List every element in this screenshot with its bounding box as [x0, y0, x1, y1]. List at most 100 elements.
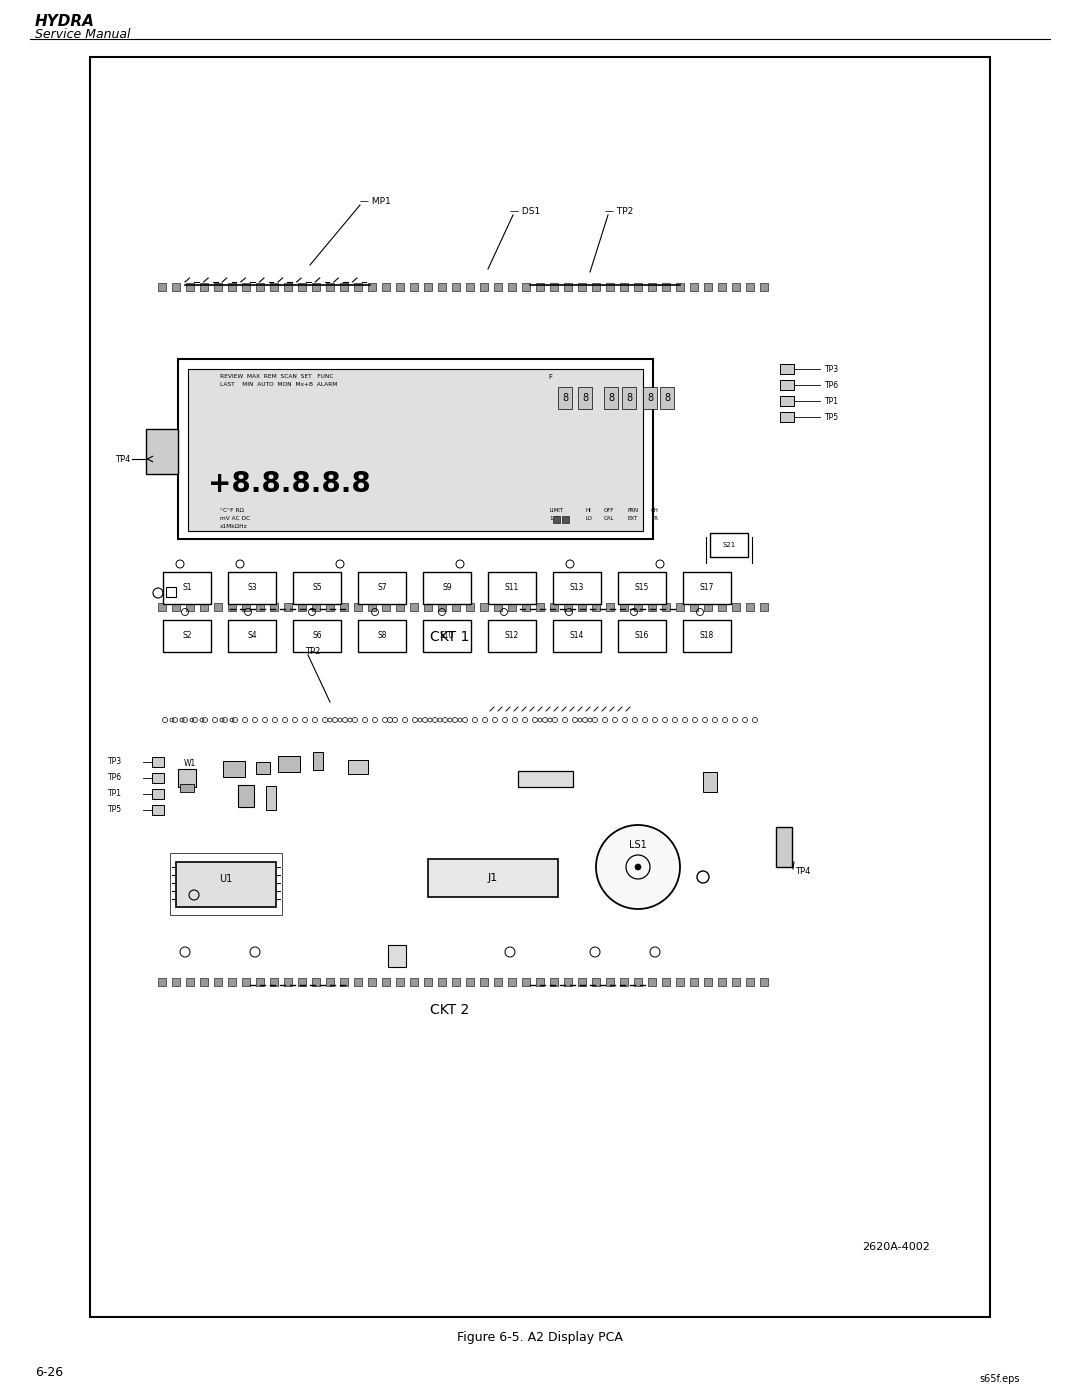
- Bar: [368, 604, 376, 610]
- Text: — DS1: — DS1: [510, 208, 540, 217]
- Bar: [214, 604, 222, 610]
- Bar: [465, 284, 474, 291]
- Bar: [284, 604, 292, 610]
- Circle shape: [635, 863, 642, 870]
- Bar: [172, 978, 180, 986]
- Bar: [704, 604, 712, 610]
- Bar: [760, 284, 768, 291]
- Bar: [732, 284, 740, 291]
- Text: mV AC DC: mV AC DC: [220, 517, 251, 521]
- Bar: [284, 284, 292, 291]
- Bar: [298, 978, 306, 986]
- Bar: [620, 604, 627, 610]
- Bar: [357, 620, 406, 652]
- Bar: [550, 978, 558, 986]
- Bar: [508, 284, 516, 291]
- Bar: [428, 859, 558, 897]
- Text: S2: S2: [183, 631, 192, 640]
- Bar: [553, 515, 561, 522]
- Bar: [606, 284, 615, 291]
- Bar: [170, 854, 282, 915]
- Bar: [578, 387, 592, 409]
- Bar: [550, 284, 558, 291]
- Bar: [423, 571, 471, 604]
- Bar: [172, 604, 180, 610]
- Bar: [746, 284, 754, 291]
- Bar: [760, 978, 768, 986]
- Bar: [152, 805, 164, 814]
- Bar: [172, 284, 180, 291]
- Bar: [718, 978, 726, 986]
- Text: Figure 6-5. A2 Display PCA: Figure 6-5. A2 Display PCA: [457, 1330, 623, 1344]
- Bar: [618, 571, 666, 604]
- Bar: [704, 978, 712, 986]
- Bar: [604, 387, 618, 409]
- Text: S8: S8: [377, 631, 387, 640]
- Bar: [298, 604, 306, 610]
- Text: CKT 1: CKT 1: [430, 630, 470, 644]
- Bar: [465, 978, 474, 986]
- Bar: [562, 515, 569, 522]
- Bar: [777, 827, 792, 868]
- Text: LS1: LS1: [630, 840, 647, 849]
- Bar: [488, 620, 536, 652]
- Bar: [214, 978, 222, 986]
- Bar: [312, 604, 320, 610]
- Bar: [368, 284, 376, 291]
- Bar: [578, 978, 586, 986]
- Bar: [660, 387, 674, 409]
- Bar: [558, 387, 572, 409]
- Text: TP3: TP3: [108, 757, 122, 767]
- Text: — MP1: — MP1: [360, 197, 391, 207]
- Text: 2620A-4002: 2620A-4002: [862, 1242, 930, 1252]
- Text: CH: CH: [651, 509, 659, 514]
- Text: 8: 8: [608, 393, 615, 402]
- Bar: [676, 284, 684, 291]
- Bar: [357, 571, 406, 604]
- Bar: [620, 284, 627, 291]
- Bar: [242, 978, 249, 986]
- Bar: [480, 604, 488, 610]
- Bar: [564, 978, 572, 986]
- Text: S12: S12: [504, 631, 519, 640]
- Text: S4: S4: [247, 631, 257, 640]
- Bar: [396, 978, 404, 986]
- Bar: [564, 604, 572, 610]
- Bar: [453, 604, 460, 610]
- Bar: [423, 620, 471, 652]
- Bar: [313, 752, 323, 770]
- Text: EXT: EXT: [627, 517, 637, 521]
- Text: LO: LO: [585, 517, 592, 521]
- Bar: [662, 604, 670, 610]
- Text: S13: S13: [570, 584, 584, 592]
- Bar: [188, 369, 643, 531]
- Bar: [326, 284, 334, 291]
- Text: — TP2: — TP2: [605, 208, 633, 217]
- Bar: [732, 604, 740, 610]
- Bar: [228, 978, 237, 986]
- Text: S9: S9: [442, 584, 451, 592]
- Bar: [494, 284, 502, 291]
- Text: HI: HI: [585, 509, 591, 514]
- Bar: [228, 284, 237, 291]
- Text: S21: S21: [723, 542, 735, 548]
- Bar: [592, 284, 600, 291]
- Text: CAL: CAL: [604, 517, 615, 521]
- Bar: [163, 620, 211, 652]
- Bar: [148, 286, 778, 608]
- Bar: [438, 604, 446, 610]
- Bar: [293, 620, 341, 652]
- Bar: [438, 284, 446, 291]
- Text: S5: S5: [312, 584, 322, 592]
- Bar: [676, 604, 684, 610]
- Bar: [158, 284, 166, 291]
- Text: Service Manual: Service Manual: [35, 28, 131, 41]
- Bar: [284, 978, 292, 986]
- Text: TP1: TP1: [108, 789, 122, 799]
- Bar: [553, 571, 600, 604]
- Bar: [270, 604, 278, 610]
- Bar: [214, 284, 222, 291]
- Bar: [536, 978, 544, 986]
- Bar: [578, 604, 586, 610]
- Bar: [410, 604, 418, 610]
